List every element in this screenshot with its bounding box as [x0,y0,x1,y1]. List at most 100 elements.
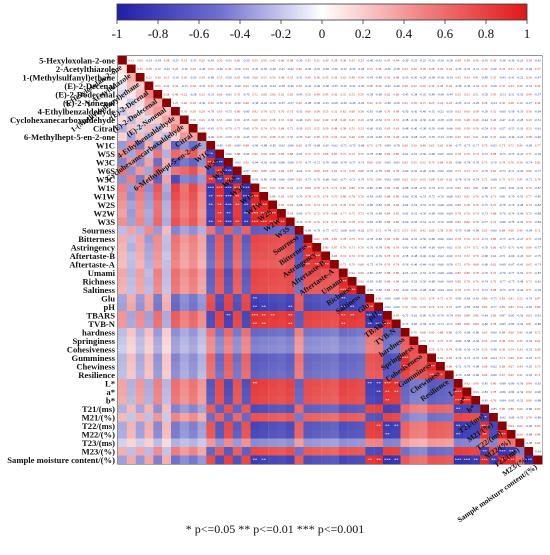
heatmap-cell [312,362,322,371]
heatmap-cell [162,132,172,142]
heatmap-cell [480,158,490,167]
heatmap-cell [374,387,384,397]
heatmap-cell [118,447,127,456]
heatmap-cell [126,149,136,159]
coefficient-label: -0.38 [437,118,444,122]
heatmap-cell [126,353,136,363]
heatmap-cell [524,387,534,397]
heatmap-cell [268,107,278,116]
heatmap-cell [224,455,233,465]
heatmap-cell [197,158,207,167]
coefficient-label: 0.08 [164,58,170,62]
heatmap-cell [409,149,419,159]
coefficient-label: -0.60 [411,322,418,326]
heatmap-cell [418,98,428,108]
heatmap-cell [338,132,348,142]
heatmap-cell [126,200,136,210]
coefficient-label: 0.40 [199,126,205,130]
row-label: W3C [96,157,115,167]
significance-mark: *** [340,288,348,293]
coefficient-label: 0.28 [146,67,152,71]
heatmap-cell [347,209,357,218]
coefficient-label: 0.88 [261,169,267,173]
heatmap-cell [241,277,251,286]
heatmap-cell [444,370,454,380]
heatmap-cell [224,277,233,286]
heatmap-cell [497,217,507,227]
heatmap-cell [241,387,251,397]
heatmap-cell [391,319,401,329]
coefficient-label: 0.70 [332,203,338,207]
heatmap-cell [400,132,410,142]
heatmap-cell [347,421,357,431]
heatmap-cell [330,336,339,346]
heatmap-cell [347,217,357,227]
coefficient-label: -0.78 [481,194,488,198]
coefficient-label: 0.35 [208,84,214,88]
heatmap-cell [453,64,463,74]
heatmap-cell [497,243,507,252]
coefficient-label: 0.22 [181,92,187,96]
heatmap-cell [118,175,127,184]
heatmap-cell [330,285,339,295]
coefficient-label: -0.88 [375,186,382,190]
coefficient-label: -0.77 [490,305,497,309]
heatmap-cell [312,81,322,91]
coefficient-label: -0.30 [331,67,338,71]
heatmap-cell [533,166,543,176]
heatmap-cell [171,200,180,210]
coefficient-label: -0.47 [517,237,524,241]
heatmap-cell [321,192,331,201]
heatmap-cell [215,56,225,65]
heatmap-cell [224,217,233,227]
heatmap-cell [497,81,507,91]
heatmap-cell [480,430,490,439]
heatmap-cell [533,149,543,159]
row-label: W3S [97,217,115,227]
heatmap-cell [153,217,163,227]
coefficient-label: -0.76 [464,177,471,181]
coefficient-label: -0.38 [393,67,400,71]
heatmap-cell [294,438,304,448]
heatmap-cell [241,141,251,150]
heatmap-cell [215,217,225,227]
heatmap-cell [480,438,490,448]
coefficient-label: -0.48 [517,203,524,207]
coefficient-label: -0.35 [313,67,320,71]
coefficient-label: -0.30 [419,118,426,122]
heatmap-cell [453,132,463,142]
coefficient-label: -0.68 [322,177,329,181]
heatmap-cell [497,387,507,397]
heatmap-cell [347,370,357,380]
heatmap-cell [312,200,322,210]
coefficient-label: -0.74 [375,262,382,266]
heatmap-cell [462,98,472,108]
coefficient-label: -0.72 [446,322,453,326]
heatmap-cell [268,285,278,295]
heatmap-cell [312,243,322,252]
heatmap-cell [250,328,260,337]
coefficient-label: -0.48 [375,135,382,139]
heatmap-cell [153,200,163,210]
heatmap-cell [312,64,322,74]
heatmap-cell [444,319,454,329]
coefficient-label: 0.87 [287,169,293,173]
heatmap-cell [126,455,136,465]
heatmap-cell [471,396,481,405]
coefficient-label: -0.87 [499,313,506,317]
colorbar-tick-label: -1 [112,26,123,41]
heatmap-cell [427,413,437,422]
heatmap-cell [215,209,225,218]
heatmap-cell [118,209,127,218]
heatmap-cell [444,175,454,184]
heatmap-cell [303,421,313,431]
heatmap-cell [391,345,401,354]
heatmap-cell [497,302,507,312]
heatmap-cell [241,251,251,261]
significance-mark: *** [481,424,489,429]
heatmap-cell [524,192,534,201]
coefficient-label: -0.66 [446,271,453,275]
heatmap-cell [135,319,145,329]
heatmap-cell [171,430,180,439]
heatmap-cell [497,200,507,210]
